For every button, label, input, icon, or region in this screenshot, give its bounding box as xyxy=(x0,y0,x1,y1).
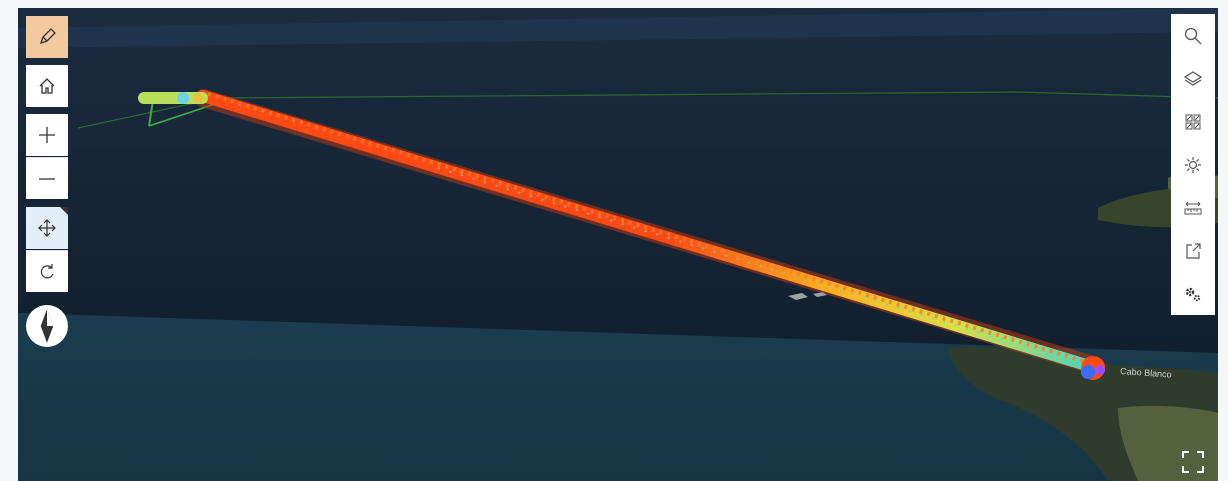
share-icon xyxy=(1186,242,1201,259)
pan-icon xyxy=(38,219,56,237)
scene-canvas[interactable]: Cabo Blanco xyxy=(18,8,1218,481)
anchor-line xyxy=(148,99,154,127)
share-button[interactable] xyxy=(1171,229,1215,272)
rotate-button[interactable] xyxy=(26,250,68,292)
right-toolbar xyxy=(1171,14,1215,315)
basemap-gallery-icon xyxy=(1185,114,1201,129)
flight-track xyxy=(197,90,1102,374)
gears-icon xyxy=(1185,287,1201,301)
settings-button[interactable] xyxy=(1171,272,1215,315)
layers-button[interactable] xyxy=(1171,57,1215,100)
tool-menu-indicator xyxy=(60,207,68,215)
search-button[interactable] xyxy=(1171,14,1215,57)
compass-button[interactable] xyxy=(26,305,68,347)
track-texture xyxy=(207,92,1097,367)
search-icon xyxy=(1184,27,1202,44)
pan-button[interactable] xyxy=(26,207,68,249)
ocean-plane xyxy=(18,313,1218,481)
track-end-dot-2 xyxy=(1095,365,1105,375)
zoom-in-button[interactable] xyxy=(26,114,68,156)
fullscreen-icon xyxy=(1182,451,1204,473)
minus-icon xyxy=(39,177,55,180)
edit-button[interactable] xyxy=(26,16,68,58)
pencil-icon xyxy=(39,28,56,45)
fullscreen-button[interactable] xyxy=(1178,447,1208,477)
track-start-dot-2 xyxy=(193,93,203,103)
basemap-gallery-button[interactable] xyxy=(1171,100,1215,143)
sun-icon xyxy=(1185,156,1201,173)
rotate-icon xyxy=(40,263,54,278)
horizon-band xyxy=(18,8,1218,48)
zoom-out-button[interactable] xyxy=(26,157,68,199)
place-label: Cabo Blanco xyxy=(1120,366,1172,380)
plus-icon xyxy=(39,127,55,143)
home-button[interactable] xyxy=(26,65,68,107)
home-icon xyxy=(39,78,55,94)
island-small xyxy=(788,292,827,300)
ruler-icon xyxy=(1184,201,1202,214)
track-start xyxy=(138,92,208,104)
land-highlands xyxy=(1118,405,1218,481)
daylight-button[interactable] xyxy=(1171,143,1215,186)
track-start-dot xyxy=(177,92,189,104)
map-viewer[interactable]: Cabo Blanco xyxy=(18,8,1218,481)
track-end-dot xyxy=(1081,365,1095,379)
compass-icon xyxy=(40,309,54,343)
layers-icon xyxy=(1183,70,1203,86)
measure-button[interactable] xyxy=(1171,186,1215,229)
